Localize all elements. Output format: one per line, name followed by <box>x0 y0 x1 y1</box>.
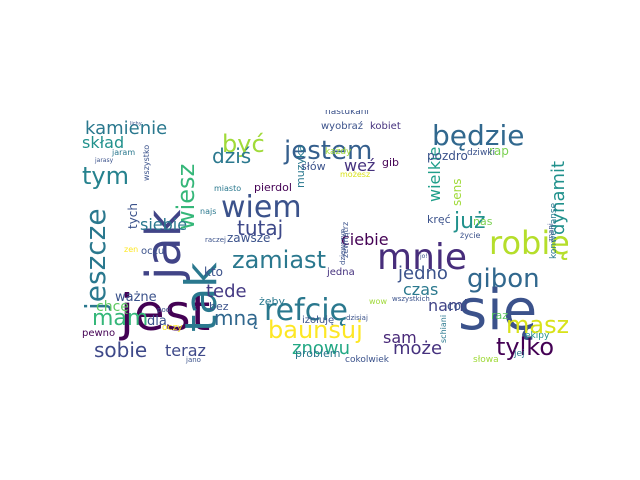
word-67: wyobraź <box>321 121 364 132</box>
word-57: tych <box>126 202 140 229</box>
word-97: jarasy <box>95 157 114 164</box>
word-cloud: sięniejestjaktakmniewiemrefcięrobięjeste… <box>80 110 568 366</box>
word-86: cokolwiek <box>345 355 389 365</box>
word-35: ciebie <box>341 230 389 249</box>
word-31: kamienie <box>85 118 168 139</box>
word-64: gib <box>382 156 400 169</box>
word-7: wiem <box>221 190 302 225</box>
word-68: kobiet <box>370 121 401 132</box>
word-69: każdy <box>325 147 352 157</box>
word-84: jej <box>514 349 525 359</box>
word-12: jeszcze <box>80 208 112 310</box>
word-99: jo! <box>420 253 428 260</box>
word-29: znowu <box>292 338 350 359</box>
word-9: robię <box>489 224 568 262</box>
word-39: teraz <box>165 341 206 360</box>
word-76: najs <box>200 207 217 216</box>
word-89: oczy <box>162 323 183 333</box>
word-51: kto <box>204 265 223 279</box>
word-66: jedna <box>327 267 355 278</box>
word-72: nastukani <box>325 110 369 117</box>
word-13: baunsuj <box>268 316 363 344</box>
word-16: zamiast <box>232 246 326 274</box>
word-88: dzisiaj <box>346 314 368 322</box>
word-83: ekipy <box>525 331 550 341</box>
word-30: dziś <box>212 144 252 168</box>
word-6: mnie <box>377 237 468 278</box>
word-19: mam <box>92 306 149 331</box>
word-91: pewno <box>82 328 116 339</box>
word-34: jedno <box>398 263 448 284</box>
word-81: życie <box>460 231 481 240</box>
word-96: jano <box>186 356 201 364</box>
word-78: dziewczyn <box>339 228 347 265</box>
word-41: weź <box>344 156 376 175</box>
word-74: miasto <box>214 184 242 193</box>
word-37: nami <box>428 296 468 315</box>
word-53: raz <box>491 309 509 322</box>
word-21: tym <box>82 162 129 190</box>
word-70: dziwki <box>467 148 496 158</box>
word-3: jest <box>120 284 211 342</box>
word-85: słowa <box>473 355 499 365</box>
word-50: zawsze <box>227 231 271 245</box>
word-20: być <box>222 130 265 158</box>
word-58: słów <box>301 160 326 173</box>
word-94: zen <box>124 245 139 254</box>
word-92: pod <box>157 306 171 314</box>
word-54: nas <box>473 215 493 228</box>
word-75: możesz <box>340 170 371 179</box>
word-56: coś <box>447 299 468 313</box>
word-15: masz <box>506 311 568 339</box>
word-73: wszystko <box>142 144 151 181</box>
word-93: jaram <box>112 148 136 157</box>
word-47: sens <box>450 178 464 207</box>
word-87: schiani <box>439 314 448 343</box>
word-55: rap <box>489 144 509 158</box>
word-80: wow <box>369 297 387 306</box>
word-45: dla <box>147 314 167 329</box>
word-26: mną <box>214 306 259 330</box>
word-59: bez <box>209 300 229 313</box>
word-24: tede <box>206 281 247 302</box>
word-61: problem <box>295 347 341 360</box>
word-65: pierdol <box>254 181 292 194</box>
word-82: znani <box>547 223 555 242</box>
word-98: lichy <box>130 121 142 127</box>
word-28: może <box>393 338 443 359</box>
word-40: sam <box>383 328 417 347</box>
word-18: tylko <box>496 333 555 361</box>
word-10: jestem <box>284 136 373 166</box>
word-42: skład <box>82 133 125 152</box>
word-95: raczej <box>205 236 226 244</box>
word-43: chcę <box>96 299 129 315</box>
word-79: wszystkich <box>392 295 430 303</box>
word-38: siebie <box>140 215 188 234</box>
word-22: już <box>454 209 486 234</box>
word-62: izoluję <box>302 315 335 326</box>
word-25: sobie <box>94 338 148 362</box>
word-36: czas <box>403 280 439 299</box>
word-44: ważne <box>115 290 157 305</box>
word-48: pozdro <box>427 149 468 163</box>
word-23: tutaj <box>237 216 284 240</box>
word-1: się <box>458 278 538 343</box>
word-11: będzie <box>432 119 525 152</box>
word-90: oczu <box>141 246 165 257</box>
word-63: kręć <box>427 213 451 226</box>
word-60: żeby <box>259 295 286 308</box>
word-8: refcię <box>264 293 348 328</box>
word-14: gibon <box>467 264 540 294</box>
